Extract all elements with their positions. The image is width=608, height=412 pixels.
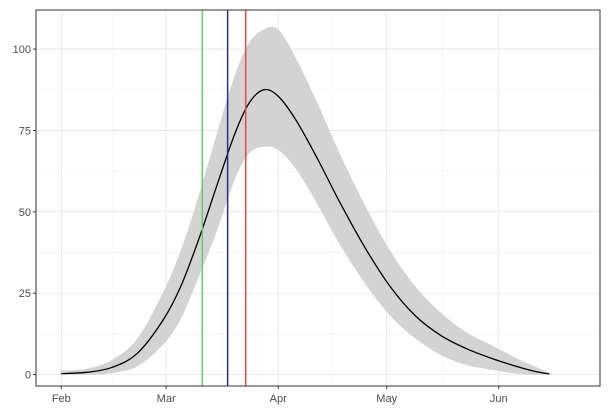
y-tick-label: 25	[19, 288, 31, 300]
vertical-marker-lines	[201, 10, 247, 386]
confidence-band-layer	[61, 26, 550, 375]
x-tick-label: Jun	[490, 393, 508, 405]
y-tick-label: 50	[19, 207, 31, 219]
confidence-band	[61, 26, 550, 375]
y-tick-label: 75	[19, 125, 31, 137]
x-axis: Feb Mar Apr May Jun	[52, 386, 508, 405]
y-axis: 0 25 50 75 100	[13, 44, 36, 382]
y-tick-label: 100	[13, 44, 31, 56]
x-tick-label: Mar	[157, 393, 176, 405]
estimate-line	[61, 88, 550, 375]
y-tick-label: 0	[25, 370, 31, 382]
series-line-layer	[61, 88, 550, 375]
major-gridlines	[36, 10, 600, 386]
x-tick-label: May	[376, 393, 397, 405]
x-tick-label: Apr	[270, 393, 287, 405]
x-tick-label: Feb	[52, 393, 71, 405]
panel-border	[35, 9, 601, 387]
